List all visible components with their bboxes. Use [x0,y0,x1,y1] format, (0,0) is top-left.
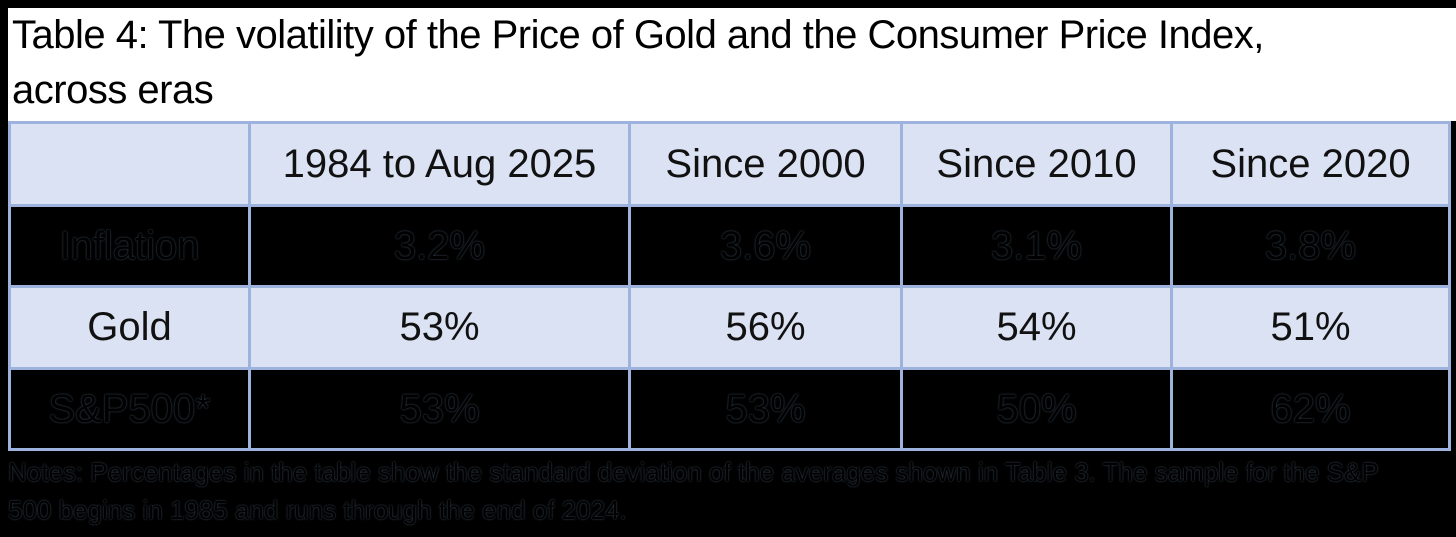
cell-gold-2020: 51% [1170,285,1451,370]
cell-inflation-2020: 3.8% [1170,204,1451,288]
table-row-sp500: S&P500* 53% 53% 50% 62% [8,367,1451,451]
table-title-line-2: across eras [12,68,214,112]
row-label-gold: Gold [8,285,251,370]
header-cell-since-2000: Since 2000 [628,121,903,207]
header-cell-blank [8,121,251,207]
cell-sp500-2000: 53% [628,367,903,451]
cell-inflation-2000: 3.6% [628,204,903,288]
table-notes-line-1: Notes: Percentages in the table show the… [8,457,1379,487]
table-title-line-1: Table 4: The volatility of the Price of … [12,13,1264,57]
row-label-inflation: Inflation [8,204,251,288]
cell-sp500-2020: 62% [1170,367,1451,451]
cell-sp500-2010: 50% [900,367,1173,451]
table-row-gold: Gold 53% 56% 54% 51% [8,285,1451,370]
header-cell-since-2010: Since 2010 [900,121,1173,207]
table-row-inflation: Inflation 3.2% 3.6% 3.1% 3.8% [8,204,1451,288]
cell-inflation-2010: 3.1% [900,204,1173,288]
table-notes-line-2: 500 begins in 1985 and runs through the … [8,495,627,525]
cell-sp500-1984: 53% [248,367,631,451]
volatility-table: 1984 to Aug 2025 Since 2000 Since 2010 S… [8,121,1451,451]
cell-gold-2000: 56% [628,285,903,370]
cell-inflation-1984: 3.2% [248,204,631,288]
row-label-sp500: S&P500* [8,367,251,451]
cell-gold-1984: 53% [248,285,631,370]
header-cell-since-2020: Since 2020 [1170,121,1451,207]
table-title: Table 4: The volatility of the Price of … [8,8,1456,121]
table-header-row: 1984 to Aug 2025 Since 2000 Since 2010 S… [8,121,1451,207]
cell-gold-2010: 54% [900,285,1173,370]
table-notes: Notes: Percentages in the table show the… [8,453,1456,529]
header-cell-1984-to-aug-2025: 1984 to Aug 2025 [248,121,631,207]
